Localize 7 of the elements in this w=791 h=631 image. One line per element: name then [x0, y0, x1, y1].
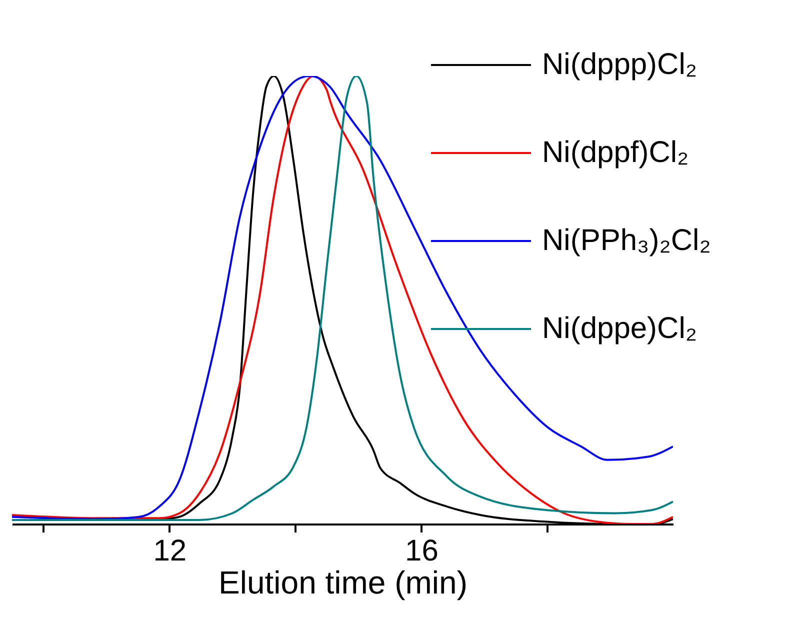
x-axis-title: Elution time (min)	[218, 564, 468, 600]
x-tick-label: 16	[405, 534, 438, 568]
legend-label: Ni(dppe)Cl₂	[542, 312, 698, 345]
legend-label: Ni(PPh₃)₂Cl₂	[542, 224, 711, 257]
x-tick-label: 12	[153, 534, 187, 568]
legend-label: Ni(dppf)Cl₂	[542, 136, 689, 169]
legend-label: Ni(dppp)Cl₂	[542, 48, 698, 81]
